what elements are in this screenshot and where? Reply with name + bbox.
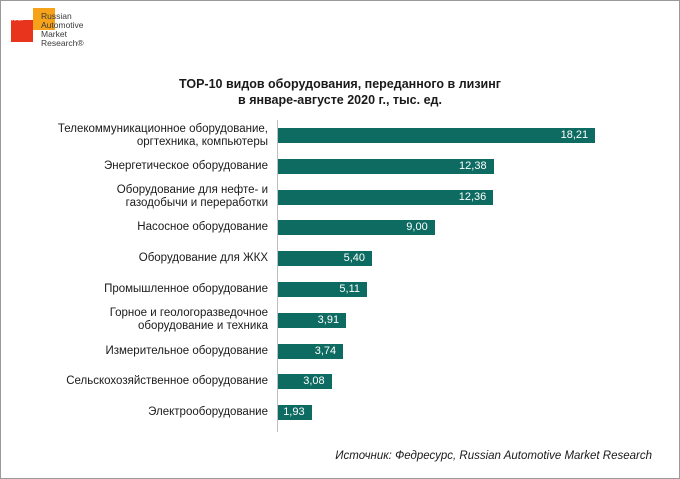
logo-line: Market	[41, 29, 67, 39]
category-label-line: оборудование и техника	[138, 320, 268, 333]
logo-orange-square	[33, 8, 55, 30]
category-label-line: Измерительное оборудование	[105, 344, 268, 357]
category-label-line: Энергетическое оборудование	[103, 159, 268, 172]
bar-value-label: 3,74	[314, 344, 337, 357]
category-axis-line	[277, 120, 278, 432]
bar-value-label: 9,00	[406, 221, 428, 234]
category-label-line: газодобычи и переработки	[125, 197, 268, 210]
bar-value-label: 1,93	[283, 406, 305, 419]
logo-line: Research®	[41, 38, 84, 48]
category-label: Энергетическое оборудование	[0, 160, 268, 173]
category-label-line: Оборудование для нефте- и	[116, 184, 268, 197]
chart-title-line-2: в январе-августе 2020 г., тыс. ед.	[238, 93, 442, 107]
logo-red-square	[11, 20, 33, 42]
category-label: Измерительное оборудование	[0, 345, 268, 358]
bar	[278, 405, 312, 421]
bar-value-label: 3,08	[303, 375, 325, 388]
logo-line: Automotive	[41, 20, 84, 30]
category-label: Насосное оборудование	[0, 221, 268, 234]
bar-value-label: 12,38	[459, 159, 487, 172]
bar	[278, 343, 344, 359]
bar-value-label: 5,11	[339, 283, 360, 295]
bar-value-label: 18,21	[560, 129, 589, 141]
logo: НАПИ Russian Automotive Market Research®	[8, 8, 98, 68]
source-note: Источник: Федресурс, Russian Automotive …	[335, 450, 652, 462]
category-label: Сельскохозяйственное оборудование	[0, 375, 268, 388]
category-label-line: Насосное оборудование	[137, 221, 268, 234]
bar	[278, 128, 596, 143]
bar	[278, 189, 494, 205]
category-label: Оборудование для ЖКХ	[0, 252, 268, 265]
chart-title-line-1: ТОР-10 видов оборудования, переданного в…	[179, 77, 501, 91]
bar-value-label: 3,91	[317, 313, 340, 326]
category-label-line: Сельскохозяйственное оборудование	[66, 375, 268, 388]
logo-line: Russian	[41, 11, 72, 21]
bar-value-label: 5,40	[343, 252, 366, 265]
category-label: Оборудование для нефте- и газодобычи и пе…	[0, 184, 268, 210]
bar	[278, 251, 373, 267]
category-label: Электрооборудование	[0, 406, 268, 419]
bar	[278, 220, 435, 236]
category-label: Телекоммуникационное оборудование, оргтех…	[0, 123, 268, 149]
category-label-line: Телекоммуникационное оборудование,	[57, 122, 268, 135]
logo-abbr: НАПИ	[8, 17, 23, 23]
category-label-line: оргтехника, компьютеры	[136, 135, 268, 148]
bar	[278, 374, 332, 390]
category-label-line: Оборудование для ЖКХ	[138, 252, 268, 265]
category-label-line: Электрооборудование	[148, 406, 268, 419]
category-label: Промышленное оборудование	[0, 283, 268, 296]
category-label: Горное и геологоразведочное оборудование …	[0, 307, 268, 333]
category-label-line: Горное и геологоразведочное	[109, 307, 268, 320]
chart-title: ТОР-10 видов оборудования, переданного в…	[0, 76, 680, 108]
category-label-line: Промышленное оборудование	[104, 283, 268, 295]
bar	[278, 312, 347, 328]
logo-brand-text: Russian Automotive Market Research®	[41, 12, 84, 48]
bar	[278, 158, 494, 174]
bar	[278, 282, 367, 297]
bar-value-label: 12,36	[458, 190, 487, 203]
